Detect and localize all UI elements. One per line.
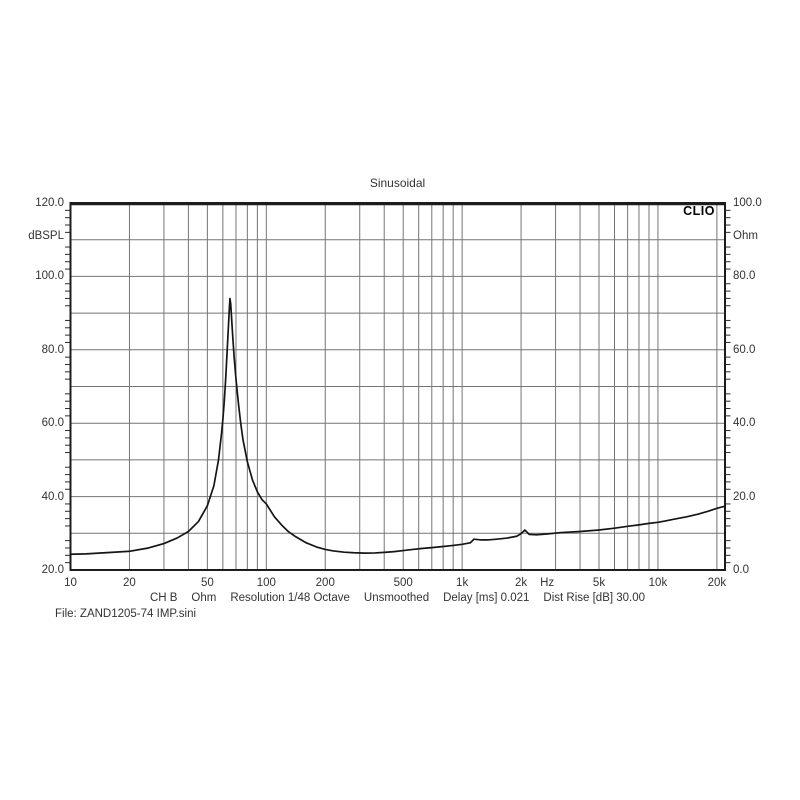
right-axis-value: 80.0 bbox=[733, 270, 756, 283]
x-axis-value: 500 bbox=[393, 577, 413, 589]
status-segment: Delay [ms] 0.021 bbox=[443, 592, 530, 604]
status-segment: CH B bbox=[149, 592, 178, 604]
x-axis-unit-label: Hz bbox=[540, 577, 555, 589]
status-segment: Dist Rise [dB] 30.00 bbox=[543, 592, 646, 604]
x-axis-value: 10k bbox=[648, 577, 668, 589]
x-axis-value: 5k bbox=[592, 577, 606, 589]
left-axis-value: 60.0 bbox=[41, 417, 64, 430]
clio-logo: CLIO bbox=[683, 204, 715, 218]
x-axis-value: 1k bbox=[456, 577, 469, 589]
status-segment: Resolution 1/48 Octave bbox=[230, 592, 350, 604]
measurement-status-line: CH B Ohm Resolution 1/48 Octave Unsmoothed D… bbox=[70, 592, 725, 604]
plot-border bbox=[69, 202, 726, 571]
left-axis-value: 40.0 bbox=[41, 490, 64, 503]
x-axis-value: 200 bbox=[315, 577, 335, 589]
right-axis-unit-label: Ohm bbox=[733, 230, 758, 242]
x-axis-value: 20 bbox=[123, 577, 136, 589]
right-axis-value: 0.0 bbox=[733, 564, 749, 576]
right-axis-value: 60.0 bbox=[733, 343, 756, 356]
right-axis-value: 20.0 bbox=[733, 490, 756, 503]
impedance-curve bbox=[69, 297, 726, 556]
left-axis-value: 20.0 bbox=[41, 564, 64, 576]
chart-title: Sinusoidal bbox=[369, 176, 426, 190]
right-axis-value: 40.0 bbox=[733, 417, 756, 430]
left-axis-unit-label: dBSPL bbox=[28, 230, 64, 242]
file-name-label: File: ZAND1205-74 IMP.sini bbox=[55, 608, 197, 620]
x-axis-value: 10 bbox=[64, 577, 77, 589]
x-axis-value: 20k bbox=[707, 577, 727, 589]
x-axis-value: 50 bbox=[200, 577, 214, 589]
status-segment: Ohm bbox=[191, 592, 217, 604]
left-axis-value: 80.0 bbox=[41, 343, 64, 356]
x-axis-value: 2k bbox=[515, 577, 528, 589]
right-axis-value: 100.0 bbox=[733, 197, 762, 209]
x-axis-value: 100 bbox=[256, 577, 276, 589]
left-axis-value: 120.0 bbox=[35, 197, 64, 209]
left-axis-value: 100.0 bbox=[35, 270, 64, 283]
status-segment: Unsmoothed bbox=[363, 592, 430, 604]
